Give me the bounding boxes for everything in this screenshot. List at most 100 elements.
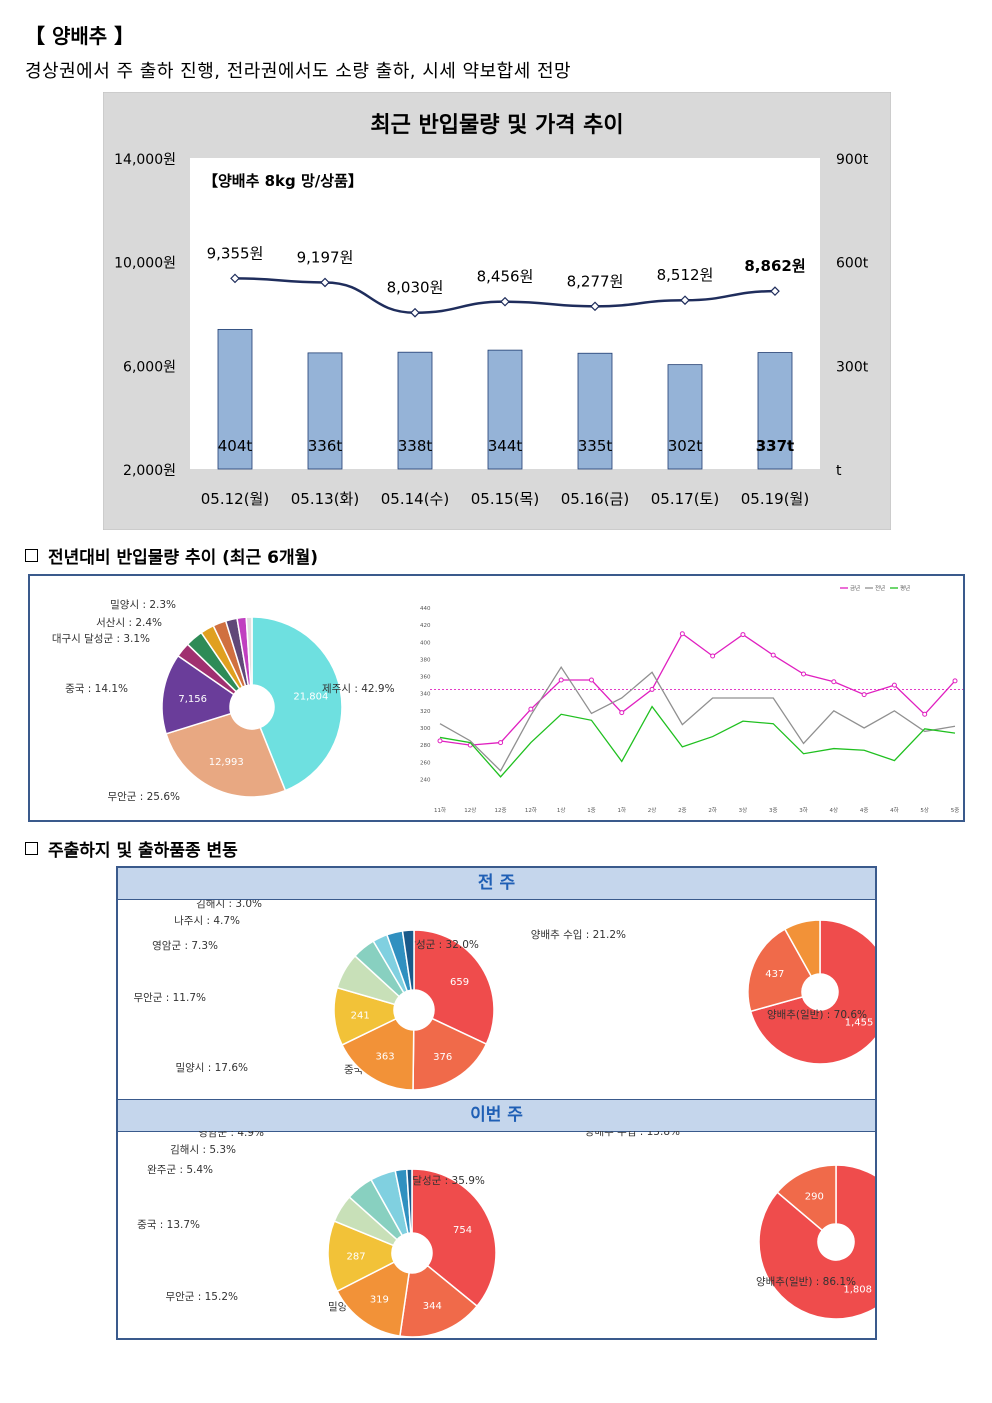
pie-label: 제주시 : 42.9% — [322, 683, 395, 695]
line-x-tick: 1중 — [587, 807, 596, 814]
line-y-tick: 360 — [420, 675, 431, 681]
line-series — [439, 705, 956, 778]
price-label: 9,197원 — [297, 248, 354, 266]
line-x-tick: 2중 — [678, 807, 687, 814]
line-y-tick: 240 — [420, 777, 431, 783]
price-label: 8,277원 — [567, 272, 624, 290]
price-point — [590, 301, 600, 312]
pie-label: 나주시 : 4.7% — [174, 915, 240, 927]
legend-label: 금년 — [850, 584, 860, 592]
volume-label: 338t — [398, 437, 433, 455]
pie-slice — [161, 654, 235, 735]
pie-slice — [251, 616, 343, 792]
line-x-tick: 4하 — [890, 806, 899, 814]
price-volume-chart: 최근 반입물량 및 가격 추이 【양배추 8kg 망/상품】 14,000원 10… — [103, 92, 891, 530]
line-point — [619, 710, 625, 716]
line-y-tick: 440 — [420, 606, 431, 612]
pie-slice — [783, 919, 821, 978]
pie-inner-label: 287 — [346, 1251, 365, 1262]
pie-inner-label: 319 — [370, 1295, 389, 1306]
pie-label: 양배추 수입 : 13.8% — [585, 1131, 680, 1138]
volume-label: 302t — [668, 437, 703, 455]
volume-bar — [397, 351, 433, 470]
price-label: 8,030원 — [387, 279, 444, 297]
price-label: 8,512원 — [657, 266, 714, 284]
page-title: 【 양배추 】 — [25, 24, 135, 48]
pie-label: 대구시 달성군 : 3.1% — [52, 633, 150, 645]
pie-slice — [749, 919, 875, 1065]
line-y-tick: 300 — [420, 726, 431, 732]
pie-slice — [401, 929, 415, 992]
line-x-tick: 12중 — [495, 807, 507, 814]
volume-label: 335t — [578, 437, 613, 455]
pie-inner-label: 290 — [805, 1191, 824, 1202]
pie-slice — [165, 712, 287, 798]
right-axis-tick: 900t — [836, 152, 869, 168]
line-point — [528, 706, 534, 712]
pie-label: 서산시 : 2.4% — [96, 617, 162, 629]
line-point — [498, 740, 504, 746]
pie-inner-label: 1,808 — [843, 1285, 872, 1296]
pie-label: 밀양시 : 17.6% — [175, 1062, 248, 1074]
line-x-tick: 5중 — [951, 807, 960, 814]
pie-slice — [412, 1017, 488, 1091]
pie-label: 무안군 : 11.7% — [133, 992, 206, 1004]
price-point — [770, 286, 780, 297]
line-x-tick: 12상 — [464, 806, 476, 814]
line-y-tick: 260 — [420, 760, 431, 766]
line-y-tick: 380 — [420, 657, 431, 663]
price-label: 8,456원 — [477, 268, 534, 286]
pie-label: 무안군 : 25.6% — [107, 791, 180, 803]
price-point — [230, 273, 240, 284]
volume-bar — [217, 328, 253, 470]
pie-label: 밀양시 : 2.3% — [110, 599, 176, 611]
x-tick-label: 05.15(목) — [471, 490, 539, 508]
line-x-tick: 5상 — [920, 806, 929, 814]
pie-inner-label: 1,455 — [845, 1018, 874, 1029]
line-y-tick: 280 — [420, 743, 431, 749]
volume-label: 336t — [308, 437, 343, 455]
line-point — [831, 679, 837, 685]
line-point — [952, 678, 958, 684]
price-point — [500, 296, 510, 307]
line-point — [679, 631, 685, 637]
line-series — [439, 665, 956, 772]
page-subtitle: 경상권에서 주 출하 진행, 전라권에서도 소량 출하, 시세 약보합세 전망 — [25, 61, 572, 82]
volume-panel: 21,804 제주시 : 42.9% 12,993 무안군 : 25.6% 7,156 중… — [28, 574, 965, 822]
pie-label: 중국 : 14.1% — [65, 683, 128, 695]
pie-slice — [336, 1261, 410, 1337]
line-point — [649, 686, 655, 692]
pie-slice — [776, 1164, 837, 1232]
pie-inner-label: 344 — [423, 1301, 442, 1312]
pie-inner-label: 437 — [765, 969, 784, 980]
line-point — [891, 682, 897, 688]
pie-inner-label: 21,804 — [293, 692, 328, 703]
line-x-tick: 4상 — [830, 806, 839, 814]
line-x-tick: 12하 — [525, 806, 537, 814]
line-point — [558, 677, 564, 683]
price-label: 9,355원 — [207, 244, 264, 262]
line-point — [770, 652, 776, 658]
right-axis-tick: t — [836, 463, 842, 479]
line-y-tick: 340 — [420, 692, 431, 698]
line-point — [588, 677, 594, 683]
pie-label: 양배추(일반) : 70.6% — [767, 1008, 867, 1021]
line-series — [439, 632, 956, 746]
pie-label: 영암군 : 7.3% — [152, 940, 218, 952]
pie-slice — [405, 1168, 413, 1234]
chart-annotation: 【양배추 8kg 망/상품】 — [203, 172, 363, 190]
line-x-tick: 3하 — [799, 806, 808, 814]
pie-slice — [411, 1168, 497, 1308]
right-axis-tick: 300t — [836, 359, 869, 375]
band-prev-week: 전 주 — [118, 868, 875, 900]
section-heading-volume: 전년대비 반입물량 추이 (최근 6개월) — [25, 543, 318, 568]
line-point — [922, 711, 928, 717]
price-label: 8,862원 — [744, 257, 805, 275]
line-x-tick: 3상 — [739, 806, 748, 814]
line-point — [437, 738, 443, 744]
pie-slice — [758, 1164, 875, 1320]
pie-inner-label: 363 — [376, 1052, 395, 1063]
pie-label: 무안군 : 15.2% — [165, 1291, 238, 1303]
price-point — [410, 307, 420, 318]
pie-slice — [245, 616, 253, 686]
